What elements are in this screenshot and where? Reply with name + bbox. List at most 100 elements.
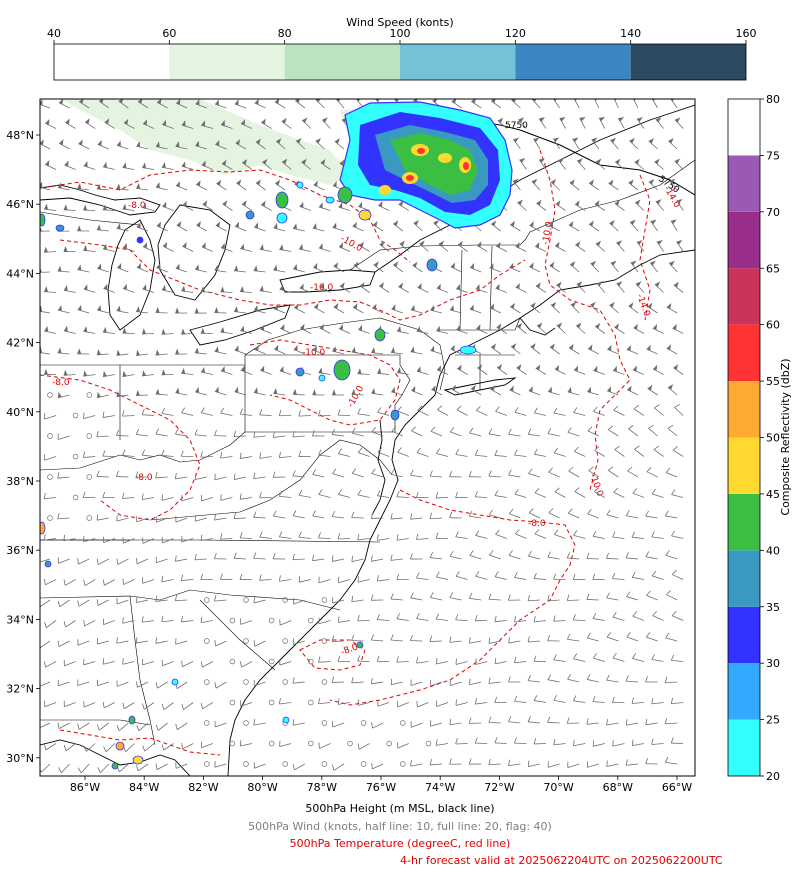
wind-barb bbox=[514, 454, 527, 457]
wind-barb-feather bbox=[645, 551, 650, 557]
wind-barb-flag bbox=[549, 343, 555, 350]
wind-barb bbox=[594, 99, 600, 109]
wind-barb-feather bbox=[553, 529, 559, 535]
wind-barb-feather bbox=[534, 488, 540, 494]
wind-barb-flag bbox=[318, 202, 323, 209]
wind-barb-feather bbox=[416, 657, 419, 664]
calm-wind-circle bbox=[400, 761, 406, 767]
temperature-contour-label: -10.0 bbox=[302, 348, 326, 358]
wind-barb-flag bbox=[511, 99, 516, 103]
wind-barb-flag bbox=[299, 201, 304, 208]
wind-barb bbox=[181, 412, 194, 416]
wind-barb-feather bbox=[390, 554, 393, 561]
wind-barb bbox=[430, 475, 443, 478]
wind-barb bbox=[63, 538, 76, 542]
wind-barb bbox=[83, 456, 96, 458]
wind-barb-feather bbox=[633, 404, 639, 410]
wind-barb bbox=[626, 763, 639, 766]
wind-barb-flag bbox=[262, 158, 268, 165]
wind-barb-flag bbox=[99, 99, 104, 104]
wind-barb-feather bbox=[573, 407, 578, 413]
wind-barb-flag bbox=[394, 99, 399, 103]
wind-barb bbox=[633, 408, 645, 416]
wind-barb-flag bbox=[632, 365, 637, 372]
wind-barb-flag bbox=[515, 242, 520, 249]
wind-barb-flag bbox=[162, 241, 168, 248]
wind-barb-flag bbox=[371, 387, 376, 394]
wind-barb bbox=[155, 433, 168, 437]
wind-barb bbox=[358, 452, 370, 457]
wind-barb-flag bbox=[83, 284, 88, 291]
wind-barb-feather bbox=[606, 632, 612, 638]
wind-barb-flag bbox=[312, 223, 317, 230]
latitude-ticks: 48°N46°N44°N42°N40°N38°N36°N34°N32°N30°N bbox=[6, 129, 40, 765]
wind-barb-feather bbox=[180, 574, 184, 581]
calm-wind-circle bbox=[47, 515, 53, 521]
wind-barb bbox=[665, 554, 678, 560]
wind-barb-feather bbox=[77, 600, 80, 607]
wind-barb bbox=[469, 515, 482, 519]
wind-barb-feather bbox=[648, 424, 654, 429]
wind-barb-flag bbox=[451, 99, 457, 104]
wind-barb-flag bbox=[194, 307, 199, 314]
wind-barb bbox=[594, 449, 606, 457]
reflectivity-cell bbox=[275, 191, 289, 209]
wind-barb-flag bbox=[672, 323, 677, 330]
wind-barb bbox=[515, 533, 527, 539]
lake-michigan bbox=[107, 219, 156, 331]
wind-barb bbox=[240, 620, 253, 625]
wind-barb-feather bbox=[181, 660, 183, 667]
wind-barb-feather bbox=[272, 431, 275, 438]
wind-barb-flag bbox=[648, 138, 654, 144]
wind-barb-feather bbox=[508, 637, 510, 644]
wind-barb-flag bbox=[123, 118, 129, 125]
wind-barb bbox=[627, 470, 639, 478]
wind-barb-feather bbox=[527, 594, 530, 601]
wind-barb-feather bbox=[292, 431, 295, 438]
wind-barb-flag bbox=[372, 220, 378, 227]
wind-barb bbox=[587, 513, 599, 519]
wind-barb bbox=[411, 722, 423, 728]
wind-barb-flag bbox=[372, 303, 377, 310]
wind-barb-flag bbox=[332, 346, 337, 353]
wind-barb bbox=[175, 517, 188, 523]
wind-barb-feather bbox=[122, 578, 124, 585]
wind-barb bbox=[59, 599, 70, 608]
wind-barb bbox=[292, 558, 305, 561]
wind-barb-flag bbox=[471, 99, 476, 104]
wind-barb-feather bbox=[253, 552, 257, 559]
wind-barb-feather bbox=[337, 409, 341, 416]
wind-barb-feather bbox=[435, 657, 438, 665]
wind-barb-feather bbox=[331, 635, 335, 642]
wind-barb bbox=[469, 640, 482, 644]
wind-barb-feather bbox=[57, 512, 60, 519]
wind-barb bbox=[142, 246, 155, 252]
wind-barb-feather bbox=[63, 621, 66, 628]
wind-barb-flag bbox=[568, 221, 574, 227]
wind-barb-feather bbox=[508, 594, 511, 601]
wind-barb-flag bbox=[118, 99, 124, 104]
temperature-contour bbox=[249, 339, 401, 426]
wind-barb bbox=[83, 288, 96, 293]
wind-barb-flag bbox=[175, 307, 180, 314]
wind-barb-flag bbox=[535, 242, 540, 249]
wind-barb-feather bbox=[259, 452, 262, 459]
wind-barb-feather bbox=[625, 510, 630, 516]
wind-barb bbox=[410, 474, 423, 478]
wind-speed-colorbar-ticks: 40 60 80 100 120 140 160 bbox=[47, 27, 757, 44]
wind-barb-feather bbox=[155, 682, 158, 689]
wind-barb bbox=[592, 535, 605, 539]
wind-barb-flag bbox=[669, 260, 675, 267]
wind-barb bbox=[377, 579, 390, 582]
wind-barb-feather bbox=[253, 511, 257, 518]
wind-barb-feather bbox=[351, 511, 355, 518]
wind-barb bbox=[234, 391, 247, 396]
wind-barb bbox=[83, 538, 96, 543]
wind-barb-flag bbox=[351, 346, 356, 353]
wind-barb-feather bbox=[614, 445, 620, 450]
calm-wind-circle bbox=[308, 658, 314, 665]
reflectivity-colorbar-label: Composite Reflectivity (dbZ) bbox=[779, 358, 792, 515]
wind-barb-feather bbox=[567, 427, 572, 433]
wind-barb bbox=[97, 558, 109, 565]
wind-barb bbox=[78, 722, 90, 730]
